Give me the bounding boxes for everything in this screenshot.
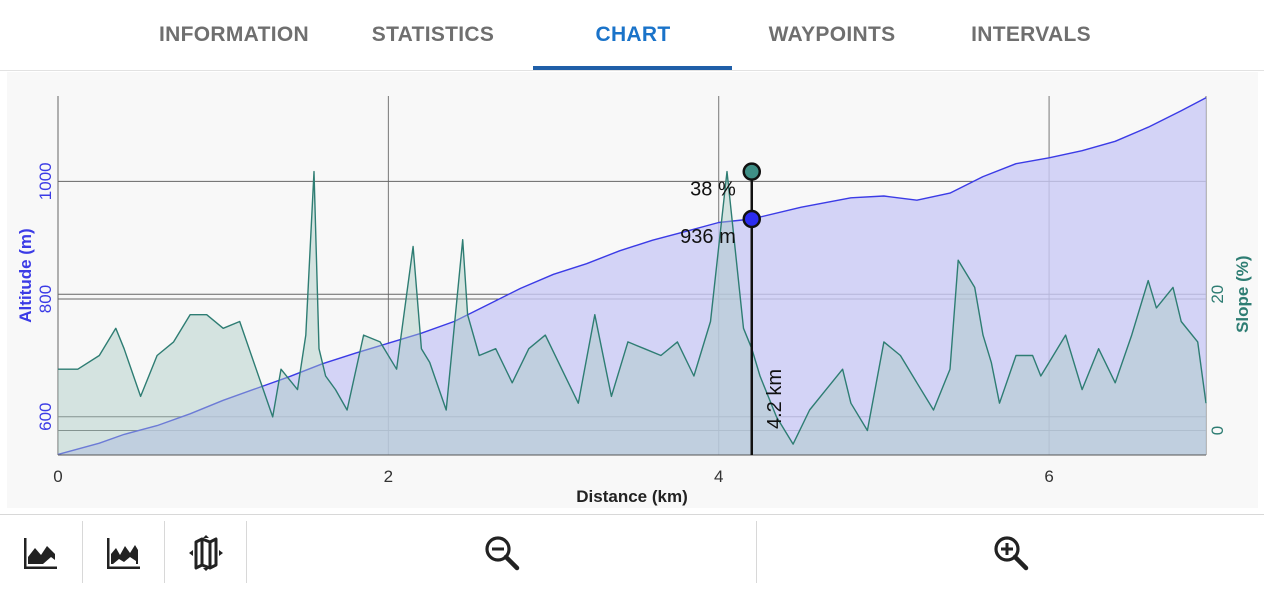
toolbar-divider <box>82 521 83 583</box>
map-fit-icon <box>189 535 223 571</box>
altitude-marker-dot <box>742 209 762 229</box>
altitude-tick-label: 600 <box>36 403 55 431</box>
altitude-series-area <box>58 97 1206 456</box>
x-tick-label: 4 <box>714 467 723 486</box>
elevation-profile-chart[interactable]: 0 2 4 6 Distance (km) 600 800 1000 Altitude (m) 0… <box>7 72 1258 508</box>
active-tab-indicator <box>533 66 732 70</box>
map-fit-button[interactable] <box>165 515 247 591</box>
distance-marker-label: 4.2 km <box>764 369 786 429</box>
zoom-out-button[interactable] <box>247 515 756 591</box>
tab-statistics[interactable]: STATISTICS <box>371 23 495 46</box>
altitude-tick-label: 800 <box>36 285 55 313</box>
x-tick-label: 6 <box>1044 467 1053 486</box>
chart-panel[interactable]: 0 2 4 6 Distance (km) 600 800 1000 Altitude (m) 0… <box>7 72 1258 508</box>
tab-waypoints[interactable]: WAYPOINTS <box>768 23 896 46</box>
zoom-in-button[interactable] <box>757 515 1264 591</box>
tab-bar: INFORMATION STATISTICS CHART WAYPOINTS I… <box>0 0 1264 71</box>
x-tick-label: 2 <box>384 467 393 486</box>
altitude-chart-button[interactable] <box>0 515 82 591</box>
tab-chart[interactable]: CHART <box>595 23 671 46</box>
zoom-out-icon <box>484 536 519 571</box>
chart-series <box>57 97 1207 456</box>
position-marker: 38 % 936 m 4.2 km <box>680 162 786 455</box>
tab-information[interactable]: INFORMATION <box>159 23 309 46</box>
slope-chart-button[interactable] <box>83 515 165 591</box>
chart-axes: 0 2 4 6 Distance (km) 600 800 1000 Altitude (m) 0… <box>16 162 1252 506</box>
toolbar-divider <box>164 521 165 583</box>
altitude-marker-label: 936 m <box>680 226 736 248</box>
slope-axis-title: Slope (%) <box>1233 255 1252 332</box>
x-axis-title: Distance (km) <box>576 487 687 506</box>
slope-series-line <box>58 170 1207 445</box>
toolbar-divider <box>756 521 757 583</box>
altitude-tick-label: 1000 <box>36 162 55 200</box>
chart-toolbar <box>0 514 1264 591</box>
altitude-series-line <box>57 97 1207 456</box>
toolbar-divider <box>246 521 247 583</box>
slope-tick-label: 0 <box>1208 426 1227 435</box>
x-tick-label: 0 <box>53 467 62 486</box>
slope-chart-icon <box>107 538 140 569</box>
slope-marker-dot <box>742 162 762 181</box>
slope-marker-label: 38 % <box>690 179 736 201</box>
altitude-axis-title: Altitude (m) <box>16 228 35 322</box>
tab-intervals[interactable]: INTERVALS <box>971 23 1091 46</box>
slope-tick-label: 20 <box>1208 285 1227 304</box>
slope-series-area <box>58 171 1206 455</box>
zoom-in-icon <box>993 536 1028 571</box>
altitude-chart-icon <box>24 538 57 569</box>
